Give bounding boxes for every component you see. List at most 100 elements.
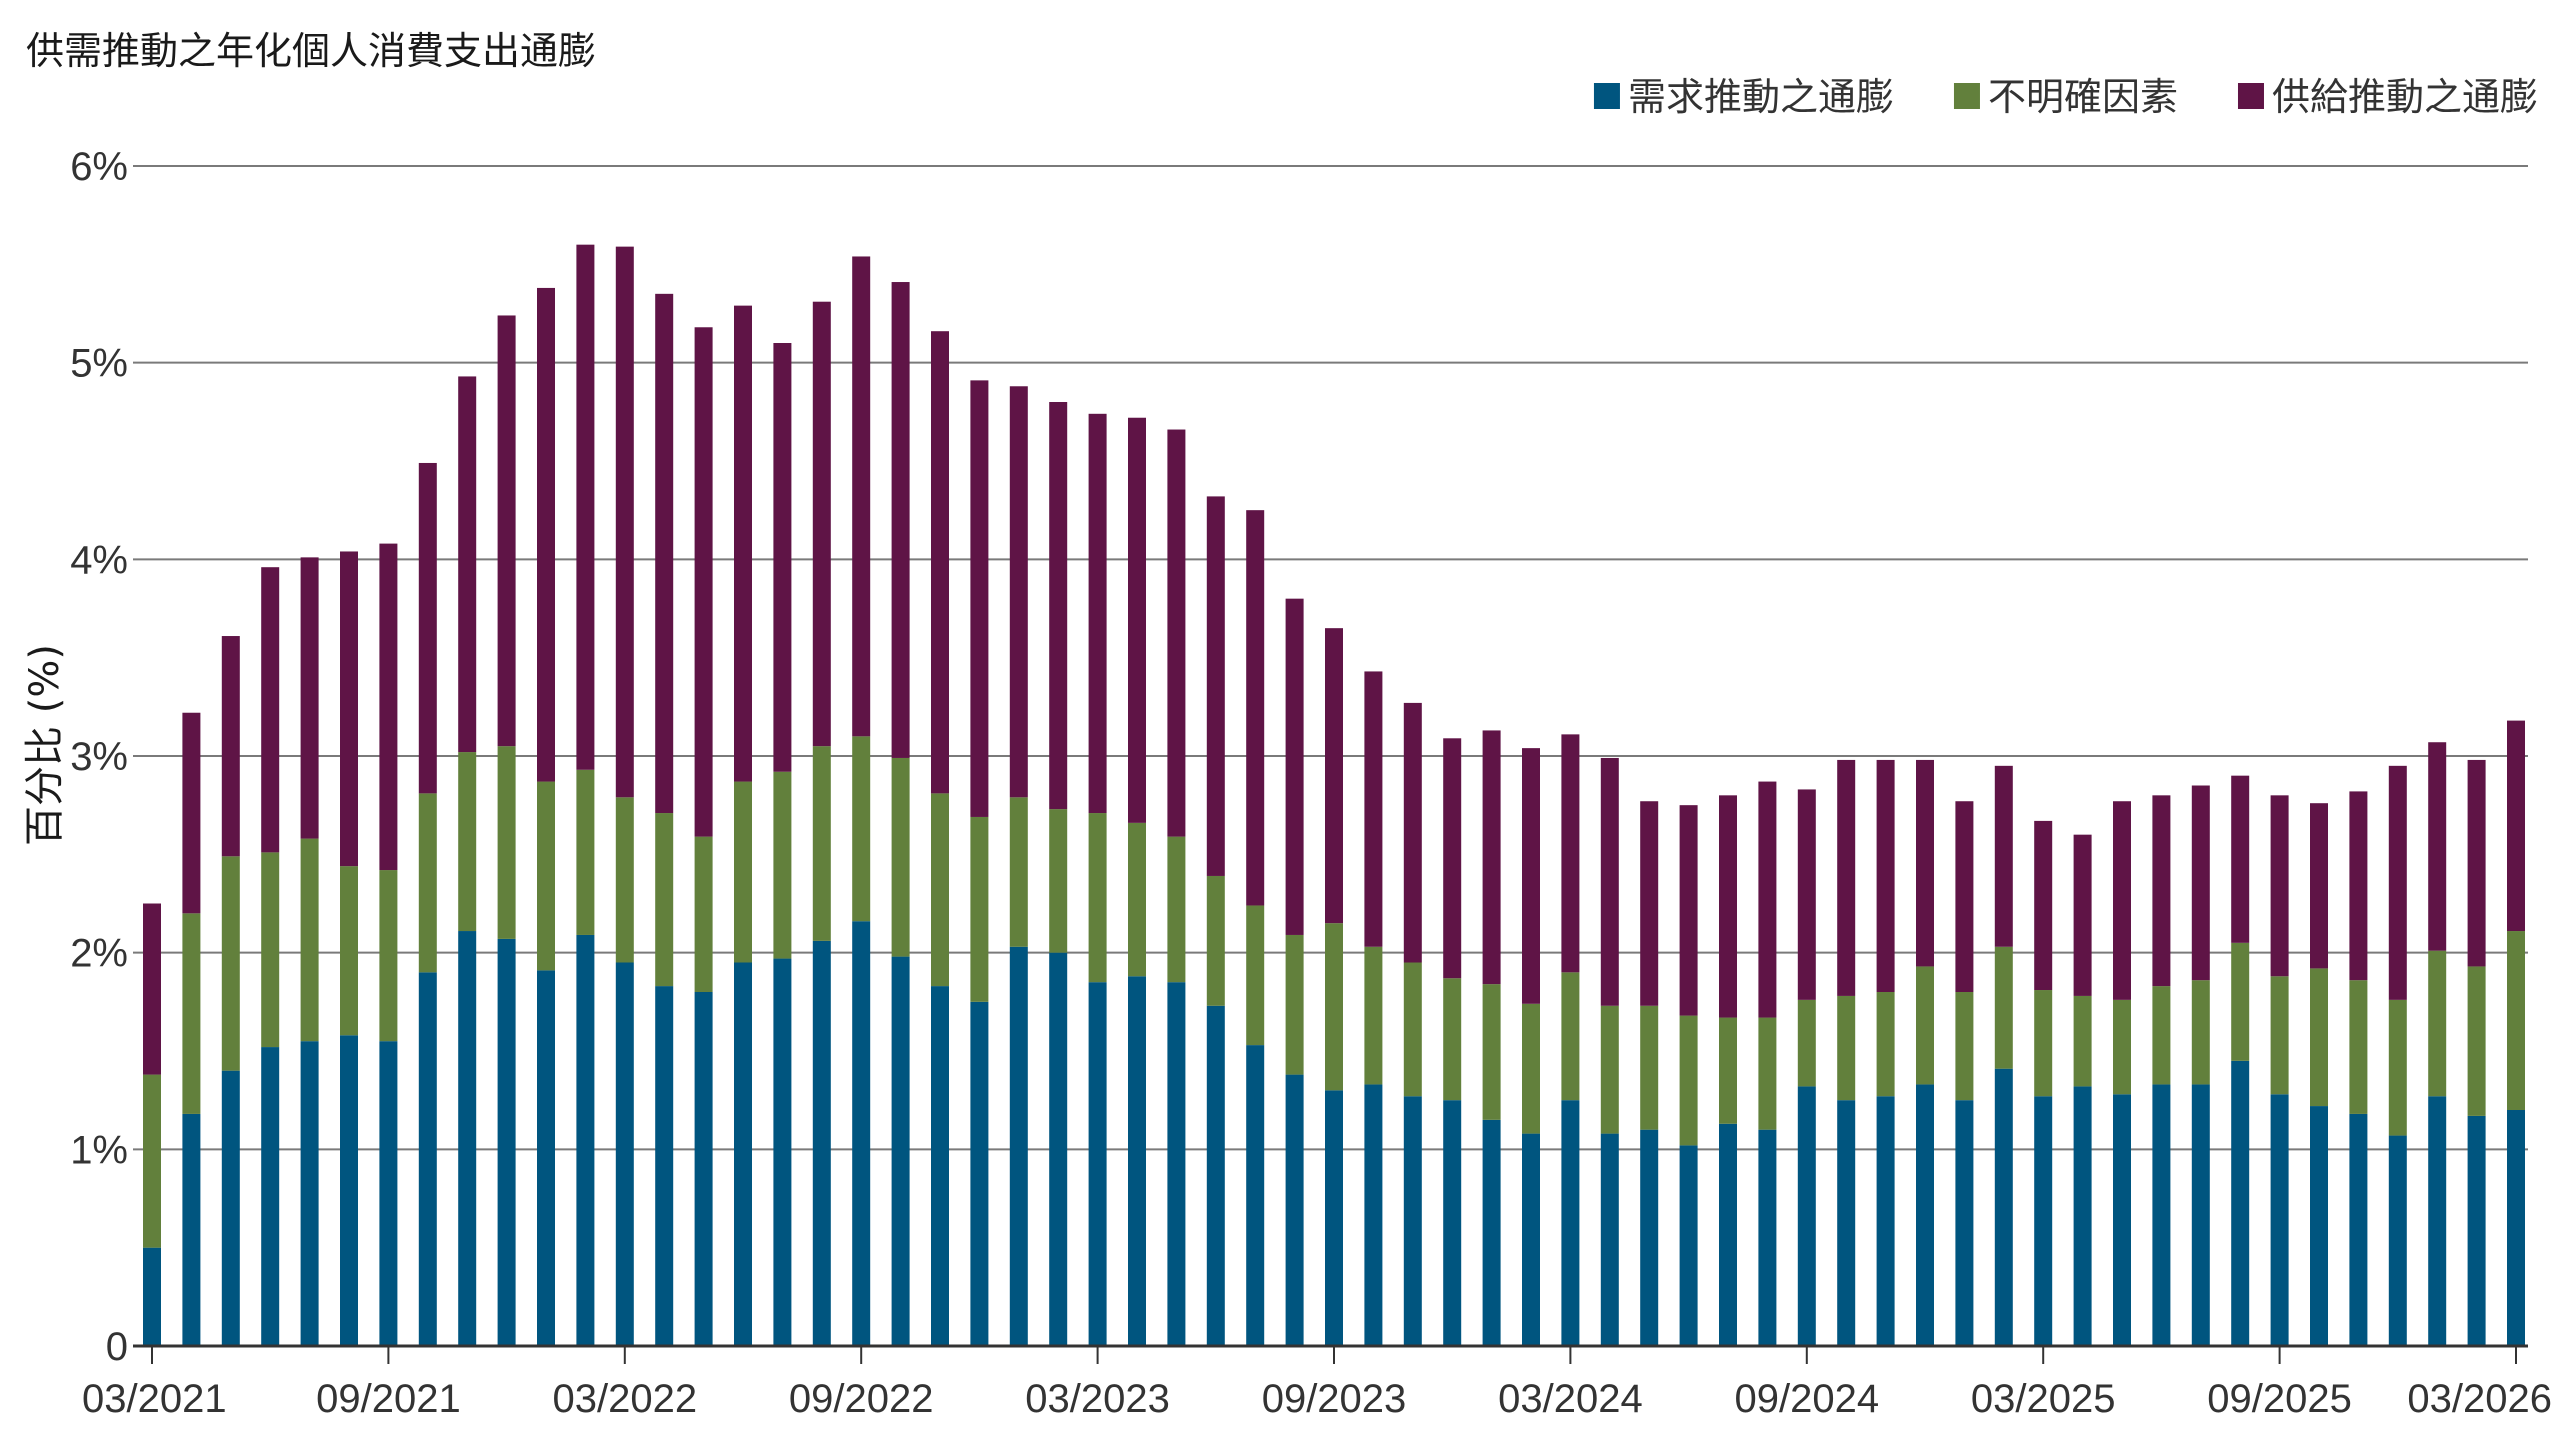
bar-segment-1: [2073, 1086, 2092, 1346]
bar-segment-3: [2034, 820, 2053, 991]
bar-segment-2: [852, 736, 871, 922]
bar-segment-1: [1522, 1133, 1540, 1346]
bar-segment-2: [1719, 1017, 1737, 1124]
bar-segment-2: [2034, 990, 2053, 1097]
y-tick-label: 4%: [70, 538, 128, 582]
bar-segment-3: [852, 256, 871, 737]
bar-segment-3: [458, 376, 477, 753]
bar-segment-1: [1482, 1119, 1501, 1346]
bar-segment-1: [1325, 1090, 1343, 1346]
bar-segment-1: [1600, 1133, 1619, 1346]
bar-segment-3: [2310, 803, 2328, 969]
bar-segment-3: [1364, 671, 1383, 947]
bar-segment-3: [2388, 765, 2407, 1000]
x-axis: 03/2021 09/2021 03/2022 09/2022 03/2023 09/20…: [82, 1344, 2552, 1421]
bar-segment-1: [2034, 1096, 2053, 1346]
bar-segment-3: [1128, 417, 1146, 823]
bar-segment-2: [1206, 875, 1225, 1006]
bar-segment-3: [2349, 791, 2368, 981]
bar-segment-1: [300, 1041, 319, 1346]
bar-segment-3: [1403, 702, 1422, 963]
bar-segment-1: [1640, 1129, 1659, 1346]
bar-segment-1: [1876, 1096, 1895, 1346]
bar-segment-3: [379, 543, 398, 871]
bar-segment-2: [694, 836, 713, 992]
bar-segment-3: [1758, 781, 1777, 1018]
bar-segment-1: [1719, 1123, 1737, 1346]
y-tick-label: 3%: [70, 735, 128, 779]
legend-swatch: [2237, 83, 2264, 109]
bar-segment-2: [1482, 984, 1501, 1120]
bar-segment-2: [2349, 980, 2368, 1114]
bar-segment-1: [458, 931, 477, 1346]
bar-segment-1: [1285, 1074, 1304, 1346]
bar-segment-2: [1364, 946, 1383, 1085]
bar-segment-2: [2113, 999, 2131, 1095]
bar-segment-2: [891, 757, 910, 957]
bar-segment-3: [418, 462, 437, 794]
bar-segment-2: [2191, 980, 2210, 1085]
bar-segment-1: [852, 921, 871, 1346]
bar-segment-1: [2191, 1084, 2210, 1346]
bar-segment-3: [1088, 413, 1107, 814]
bar-segment-3: [931, 331, 949, 794]
bar-segment-2: [576, 769, 595, 935]
bar-segment-2: [655, 813, 674, 987]
bar-segment-3: [615, 246, 634, 798]
bar-segment-3: [340, 551, 358, 867]
bar-segment-3: [1955, 801, 1974, 992]
legend-label: 不明確因素: [1988, 75, 2178, 119]
bar-segment-1: [1916, 1084, 1934, 1346]
bar-segment-3: [2270, 795, 2289, 977]
x-tick-label: 09/2021: [316, 1377, 461, 1421]
bar-segment-1: [1994, 1068, 2013, 1346]
x-tick-label: 03/2026: [2407, 1377, 2552, 1421]
y-axis: 0 1% 2% 3% 4% 5% 6%: [70, 145, 128, 1369]
bar-segment-1: [2310, 1106, 2328, 1346]
bar-segment-3: [2113, 801, 2131, 1000]
x-tick-label: 03/2023: [1025, 1377, 1170, 1421]
bar-segment-3: [1482, 730, 1501, 985]
bar-segment-3: [970, 380, 989, 817]
y-tick-label: 0: [106, 1325, 128, 1369]
bar-segment-3: [1522, 748, 1540, 1004]
bar-segment-2: [300, 838, 319, 1042]
bar-segment-2: [1285, 934, 1304, 1075]
bar-segment-2: [143, 1074, 161, 1248]
bar-segment-1: [1837, 1100, 1856, 1346]
bar-segment-1: [1561, 1100, 1580, 1346]
legend-label: 供給推動之通膨: [2272, 75, 2538, 119]
bar-segment-2: [1246, 905, 1265, 1046]
bar-segment-2: [537, 781, 555, 971]
bar-segment-1: [1955, 1100, 1974, 1346]
bar-segment-3: [734, 305, 752, 782]
bar-segment-2: [1679, 1015, 1698, 1146]
bar-segment-2: [1403, 962, 1422, 1097]
bar-segment-1: [1246, 1045, 1265, 1346]
bar-segment-3: [221, 636, 240, 857]
bar-segment-2: [1522, 1003, 1540, 1134]
bar-segment-2: [182, 913, 201, 1114]
legend: 需求推動之通膨 不明確因素 供給推動之通膨: [1593, 75, 2538, 119]
bar-segment-3: [1916, 759, 1934, 967]
bar-segment-1: [418, 972, 437, 1346]
bar-segment-1: [694, 992, 713, 1346]
bar-segment-2: [1128, 822, 1146, 977]
bar-segment-2: [340, 866, 358, 1036]
bar-segment-1: [143, 1247, 161, 1346]
bar-segment-3: [655, 293, 674, 814]
bar-segment-1: [615, 962, 634, 1346]
x-tick-label: 03/2025: [1971, 1377, 2116, 1421]
y-tick-label: 2%: [70, 932, 128, 976]
bar-segment-3: [2231, 775, 2250, 943]
bar-segment-1: [812, 940, 831, 1346]
bar-segment-3: [576, 244, 595, 770]
bar-segment-3: [497, 315, 516, 747]
bar-segment-2: [221, 856, 240, 1071]
bar-segment-2: [1994, 946, 2013, 1069]
bar-segment-3: [2073, 834, 2092, 996]
bar-segment-2: [2073, 995, 2092, 1087]
bar-segment-3: [182, 712, 201, 914]
